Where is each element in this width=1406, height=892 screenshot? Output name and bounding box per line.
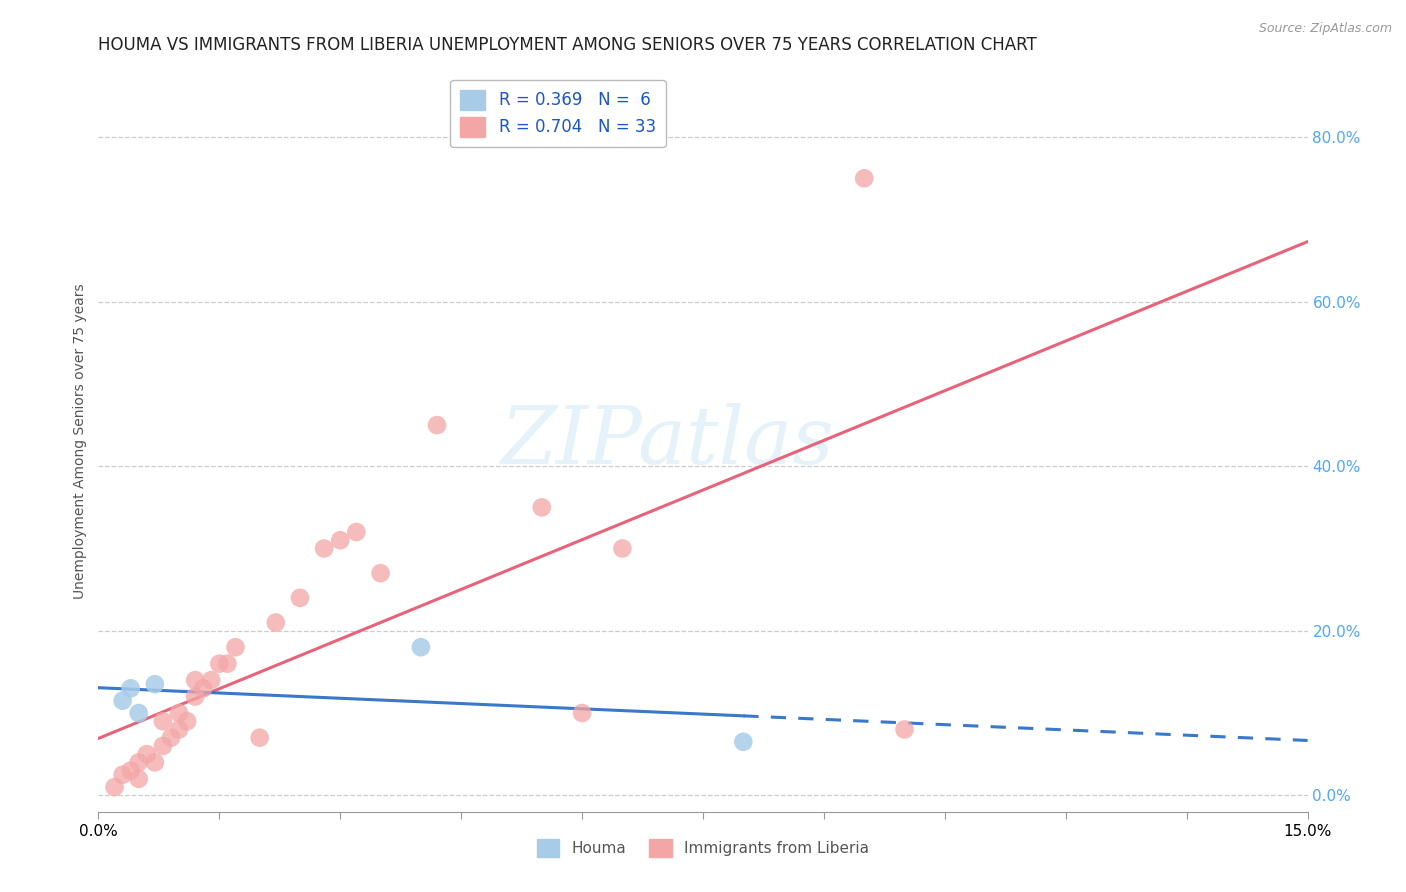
Point	[217, 657, 239, 671]
Point	[208, 657, 231, 671]
Point	[111, 767, 134, 781]
Point	[176, 714, 198, 729]
Point	[249, 731, 271, 745]
Point	[152, 714, 174, 729]
Y-axis label: Unemployment Among Seniors over 75 years: Unemployment Among Seniors over 75 years	[73, 284, 87, 599]
Point	[264, 615, 287, 630]
Point	[370, 566, 392, 581]
Point	[103, 780, 125, 794]
Point	[571, 706, 593, 720]
Point	[111, 694, 134, 708]
Point	[344, 524, 367, 539]
Point	[143, 677, 166, 691]
Point	[733, 735, 755, 749]
Point	[128, 756, 150, 770]
Point	[120, 764, 142, 778]
Point	[224, 640, 246, 655]
Point	[288, 591, 311, 605]
Point	[120, 681, 142, 696]
Point	[143, 756, 166, 770]
Point	[184, 673, 207, 687]
Point	[200, 673, 222, 687]
Point	[128, 772, 150, 786]
Legend: Houma, Immigrants from Liberia: Houma, Immigrants from Liberia	[530, 832, 876, 863]
Point	[128, 706, 150, 720]
Point	[167, 723, 190, 737]
Point	[329, 533, 352, 548]
Point	[530, 500, 553, 515]
Point	[167, 706, 190, 720]
Point	[160, 731, 183, 745]
Point	[409, 640, 432, 655]
Point	[184, 690, 207, 704]
Point	[152, 739, 174, 753]
Point	[853, 171, 876, 186]
Text: HOUMA VS IMMIGRANTS FROM LIBERIA UNEMPLOYMENT AMONG SENIORS OVER 75 YEARS CORREL: HOUMA VS IMMIGRANTS FROM LIBERIA UNEMPLO…	[98, 36, 1038, 54]
Point	[612, 541, 634, 556]
Point	[426, 418, 449, 433]
Point	[135, 747, 157, 761]
Point	[314, 541, 336, 556]
Point	[893, 723, 915, 737]
Point	[193, 681, 215, 696]
Text: Source: ZipAtlas.com: Source: ZipAtlas.com	[1258, 22, 1392, 36]
Text: ZIPatlas: ZIPatlas	[501, 403, 834, 480]
